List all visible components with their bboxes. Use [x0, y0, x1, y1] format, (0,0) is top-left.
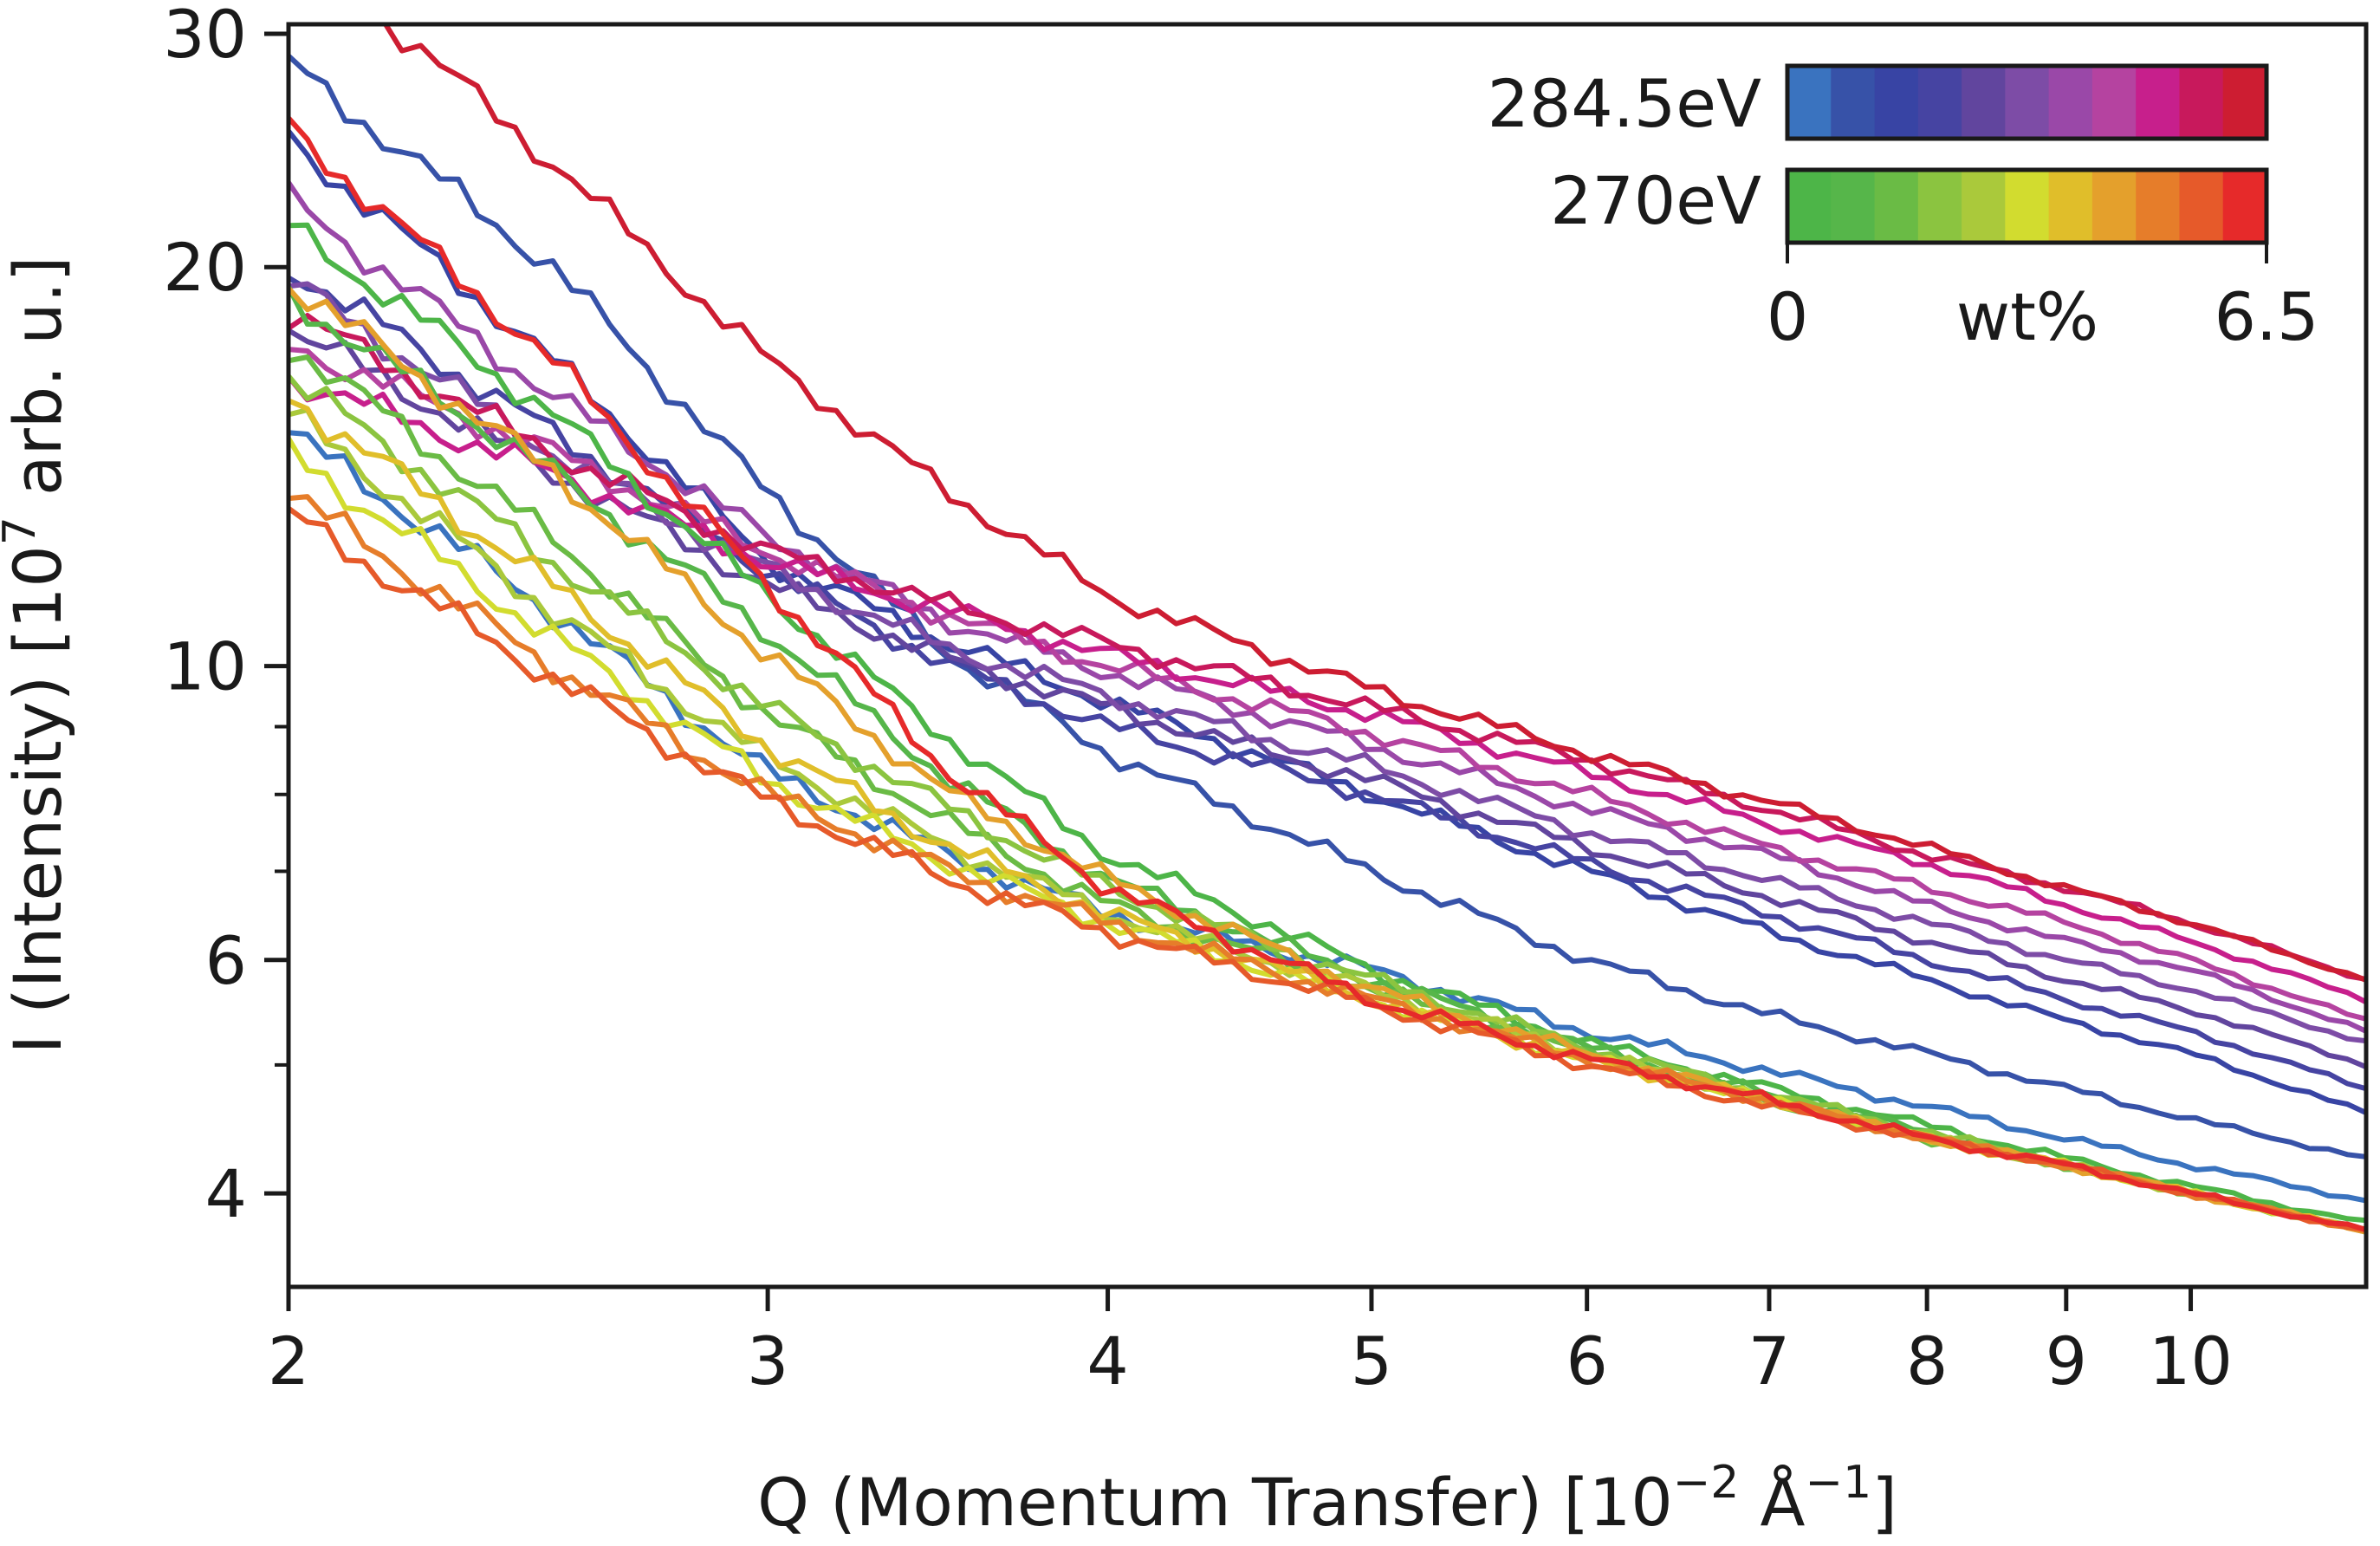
colorbar-segment — [2136, 170, 2181, 243]
series-layer — [289, 24, 2366, 1235]
x-tick-label: 5 — [1351, 1322, 1392, 1400]
colorbar-segment — [1917, 170, 1962, 243]
x-tick-label: 9 — [2046, 1322, 2087, 1400]
colorbar-segment — [1831, 66, 1876, 139]
colorbar-segment — [1831, 170, 1876, 243]
y-axis-label: I (Intensity) [107 arb. u.] — [0, 257, 76, 1055]
legend-label-284: 284.5eV — [1488, 65, 1761, 142]
y-tick-label: 20 — [163, 229, 247, 306]
series-line — [289, 222, 2366, 1224]
x-axis-label-main: Q (Momentum Transfer) [10 — [757, 1464, 1673, 1541]
series-line — [289, 53, 2366, 1160]
colorbar-segment — [2179, 66, 2224, 139]
colorbar-270-frame — [1785, 167, 2269, 245]
series-line — [289, 347, 2366, 1022]
series-line — [289, 398, 2366, 1233]
colorbar-segment — [2048, 170, 2093, 243]
legend: 284.5eV 270eV 0 wt% 6.5 — [1488, 63, 2319, 355]
colorbar-segment — [1874, 66, 1919, 139]
y-axis-label-end: arb. u.] — [0, 257, 76, 517]
colorbar-segment — [1917, 66, 1962, 139]
colorbar-segment — [2048, 66, 2093, 139]
legend-label-270: 270eV — [1550, 162, 1761, 239]
colorbar-segment — [2091, 170, 2137, 243]
series-line — [289, 435, 2366, 1233]
colorbar-segment — [1787, 170, 1832, 243]
y-tick-label: 4 — [205, 1155, 247, 1232]
colorbar-284-frame — [1785, 63, 2269, 141]
y-tick-label: 6 — [205, 922, 247, 999]
x-tick-label: 2 — [268, 1322, 309, 1400]
colorbar-284 — [1787, 66, 2267, 139]
colorbar-segment — [1874, 170, 1919, 243]
series-line — [289, 407, 2366, 1231]
colorbar-segment — [2136, 66, 2181, 139]
series-line — [289, 284, 2366, 1235]
y-axis-label-exponent: 7 — [0, 516, 46, 545]
y-axis-label-main: I (Intensity) [10 — [0, 545, 76, 1054]
x-tick-label: 10 — [2149, 1322, 2233, 1400]
x-axis-label-end: ] — [1871, 1464, 1897, 1541]
colorbar-segment — [1787, 66, 1832, 139]
colorbar-segment — [2005, 170, 2050, 243]
x-tick-label: 6 — [1566, 1322, 1608, 1400]
legend-tick-min: 0 — [1767, 278, 1808, 355]
x-tick-label: 7 — [1748, 1322, 1790, 1400]
x-tick-label: 8 — [1906, 1322, 1948, 1400]
x-axis-label: Q (Momentum Transfer) [10−2 Å−1] — [757, 1457, 1897, 1541]
colorbar-270 — [1787, 170, 2267, 243]
plot-frame — [286, 22, 2369, 1289]
x-axis-label-exponent-2: −1 — [1806, 1457, 1872, 1509]
colorbar-segment — [2091, 66, 2137, 139]
legend-unit: wt% — [1956, 278, 2098, 355]
colorbar-segment — [2222, 66, 2267, 139]
legend-tick-max: 6.5 — [2215, 278, 2319, 355]
x-axis-label-exponent-1: −2 — [1673, 1457, 1740, 1509]
x-tick-label: 4 — [1086, 1322, 1128, 1400]
series-line — [289, 285, 2366, 1235]
series-line — [289, 354, 2366, 1234]
colorbar-segment — [2179, 170, 2224, 243]
series-line — [289, 505, 2366, 1232]
series-line — [382, 24, 2366, 984]
colorbar-segment — [2005, 66, 2050, 139]
series-line — [289, 115, 2366, 1233]
x-axis-ticks: 2 3 4 5 6 7 8 9 10 — [268, 1287, 2233, 1400]
x-axis-label-mid: Å — [1739, 1464, 1805, 1541]
y-tick-label: 10 — [163, 628, 247, 705]
colorbar-segment — [1962, 170, 2007, 243]
series-line — [289, 494, 2366, 1234]
y-tick-label: 30 — [163, 0, 247, 73]
x-tick-label: 3 — [747, 1322, 788, 1400]
series-line — [289, 374, 2366, 1005]
colorbar-segment — [1962, 66, 2007, 139]
colorbar-segment — [2222, 170, 2267, 243]
y-axis-ticks: 4 6 10 20 30 — [163, 0, 289, 1232]
